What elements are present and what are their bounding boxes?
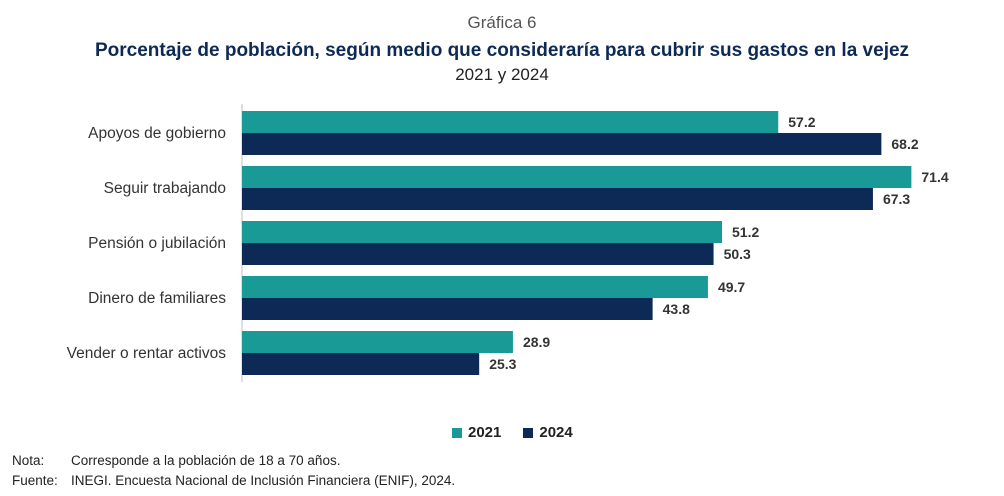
data-label-2021: 71.4 <box>921 169 948 185</box>
data-label-2024: 67.3 <box>883 191 910 207</box>
legend: 2021 2024 <box>452 424 573 441</box>
data-label-2021: 57.2 <box>788 114 815 130</box>
category-label: Pensión o jubilación <box>88 235 226 252</box>
legend-item-2021: 2021 <box>452 424 501 441</box>
source-row: Fuente: INEGI. Encuesta Nacional de Incl… <box>12 471 455 491</box>
data-label-2024: 25.3 <box>489 356 516 372</box>
bar-2024 <box>242 298 653 320</box>
category-label: Apoyos de gobierno <box>88 125 226 142</box>
source-text: INEGI. Encuesta Nacional de Inclusión Fi… <box>71 473 456 488</box>
legend-label-2024: 2024 <box>539 424 573 441</box>
note-key: Nota: <box>12 453 45 468</box>
figure-label: Gráfica 6 <box>467 13 537 32</box>
data-label-2024: 43.8 <box>663 301 690 317</box>
note-text: Corresponde a la población de 18 a 70 añ… <box>71 453 341 468</box>
category-label: Seguir trabajando <box>104 180 226 197</box>
legend-swatch-2024 <box>523 427 534 438</box>
bar-2021 <box>242 111 779 133</box>
category-label: Dinero de familiares <box>88 290 226 307</box>
data-label-2021: 51.2 <box>732 224 759 240</box>
legend-label-2021: 2021 <box>468 424 502 441</box>
bar-2021 <box>242 221 722 243</box>
footnotes: Nota: Corresponde a la población de 18 a… <box>12 451 455 491</box>
legend-swatch-2021 <box>452 427 462 438</box>
bar-2024 <box>242 243 714 265</box>
source-key: Fuente: <box>12 473 58 488</box>
bar-2021 <box>242 166 912 188</box>
bar-2021 <box>242 276 708 298</box>
data-label-2024: 50.3 <box>724 246 751 262</box>
bar-2021 <box>242 331 513 353</box>
category-label: Vender o rentar activos <box>67 345 227 362</box>
bar-2024 <box>242 353 480 375</box>
data-label-2024: 68.2 <box>891 136 918 152</box>
data-label-2021: 49.7 <box>718 279 745 295</box>
note-row: Nota: Corresponde a la población de 18 a… <box>12 451 455 471</box>
chart-subtitle: 2021 y 2024 <box>455 65 549 84</box>
legend-item-2024: 2024 <box>523 424 573 441</box>
bar-2024 <box>242 188 873 210</box>
data-label-2021: 28.9 <box>523 334 550 350</box>
chart-title: Porcentaje de población, según medio que… <box>94 40 910 61</box>
bar-2024 <box>242 133 882 155</box>
